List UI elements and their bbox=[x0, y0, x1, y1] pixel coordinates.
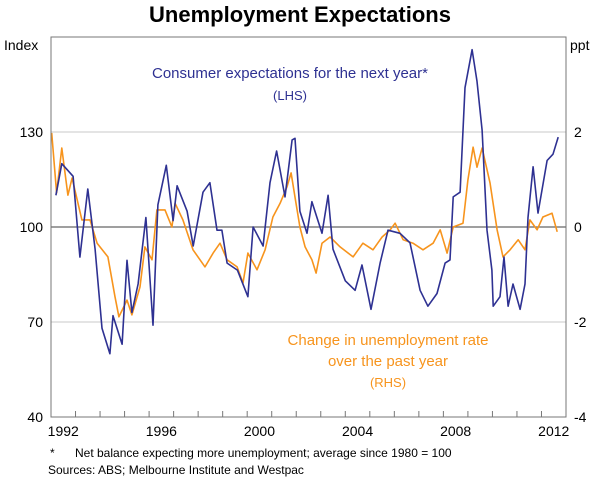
sources: Sources: ABS; Melbourne Institute and We… bbox=[48, 463, 304, 477]
series-line-unemployment-change bbox=[50, 132, 558, 318]
series-label-unemployment-line1: Change in unemployment rate bbox=[288, 332, 489, 349]
left-tick-label: 100 bbox=[20, 219, 44, 235]
right-axis-label: ppt bbox=[570, 37, 590, 53]
x-tick-label: 2000 bbox=[244, 423, 275, 439]
right-tick-label: -4 bbox=[574, 409, 587, 425]
footnote-marker: * bbox=[50, 446, 55, 460]
left-axis-label: Index bbox=[4, 37, 38, 53]
series-label-unemployment-line2: over the past year bbox=[328, 353, 448, 370]
x-tick-label: 2012 bbox=[538, 423, 569, 439]
right-tick-label: 0 bbox=[574, 219, 582, 235]
left-tick-label: 130 bbox=[20, 124, 44, 140]
series-note-lhs: (LHS) bbox=[273, 88, 307, 103]
x-tick-label: 2004 bbox=[342, 423, 373, 439]
plot-frame bbox=[50, 36, 567, 418]
x-tick-label: 1996 bbox=[146, 423, 177, 439]
plot-border bbox=[50, 36, 567, 418]
series-note-rhs: (RHS) bbox=[370, 375, 406, 390]
series-label-consumer-expectations: Consumer expectations for the next year* bbox=[152, 65, 428, 82]
x-tick-label: 1992 bbox=[48, 423, 79, 439]
footnote: Net balance expecting more unemployment;… bbox=[75, 446, 452, 460]
right-tick-label: 2 bbox=[574, 124, 582, 140]
left-tick-label: 70 bbox=[27, 314, 43, 330]
series-line-consumer-expectations bbox=[55, 48, 559, 355]
x-tick-label: 2008 bbox=[440, 423, 471, 439]
right-tick-label: -2 bbox=[574, 314, 587, 330]
axis-ticks: 1992 1996 2000 2004 2008 2012 bbox=[48, 411, 570, 439]
series-lines bbox=[50, 48, 559, 355]
chart-title: Unemployment Expectations bbox=[149, 2, 451, 27]
left-tick-label: 40 bbox=[27, 409, 43, 425]
